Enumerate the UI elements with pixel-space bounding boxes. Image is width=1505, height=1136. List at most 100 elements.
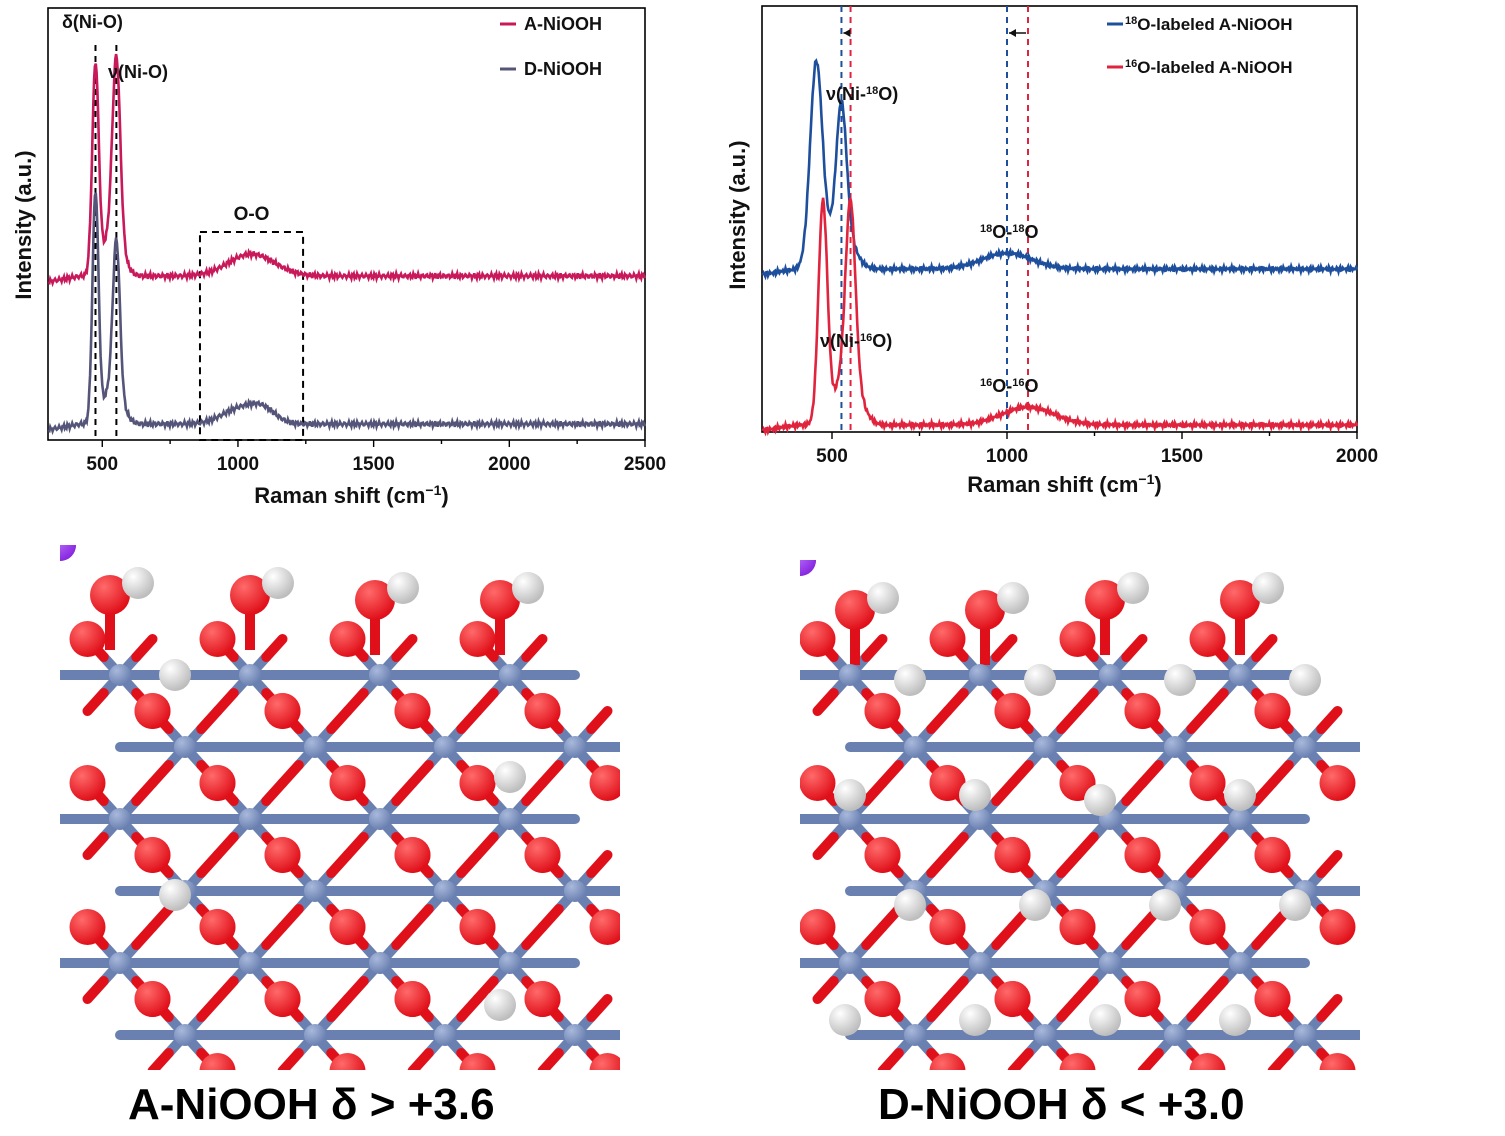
ni-o-bond	[812, 976, 839, 1004]
hydrogen-atom	[1219, 1004, 1251, 1036]
nickel-atom	[1294, 1024, 1316, 1046]
nickel-atom	[109, 952, 131, 974]
ni-o-bond	[537, 1048, 564, 1070]
x-tick-label: 2000	[1336, 446, 1378, 467]
plot-frame	[761, 5, 1358, 433]
series-line-d-niooh	[47, 192, 646, 436]
ni-o-bond	[1316, 994, 1343, 1022]
hydrogen-atom	[122, 567, 154, 599]
nickel-atom	[499, 808, 521, 830]
atom-layer	[60, 545, 620, 1070]
hydrogen-atom	[262, 567, 294, 599]
nickel-atom	[969, 664, 991, 686]
nickel-atom	[839, 808, 861, 830]
hydrogen-atom	[159, 879, 191, 911]
ni-o-bond	[261, 778, 288, 806]
nickel-atom	[369, 808, 391, 830]
hydrogen-atom	[834, 779, 866, 811]
ni-o-bond	[1186, 850, 1213, 878]
ni-o-bond	[926, 994, 953, 1022]
oxygen-atom	[394, 837, 431, 873]
oxygen-atom	[589, 765, 620, 801]
oxygen-atom	[800, 765, 836, 801]
legend-entry: A-NiOOH	[524, 14, 602, 34]
atom-layer	[800, 560, 1356, 1070]
oxygen-atom	[1189, 621, 1226, 657]
hydrogen-atom	[387, 572, 419, 604]
a-niooh-label: A-NiOOH δ > +3.6	[128, 1080, 495, 1129]
hydrogen-atom	[484, 989, 516, 1021]
x-tick-label: 1500	[352, 454, 394, 475]
oxygen-atom	[1059, 1053, 1096, 1070]
oxygen-atom	[1319, 909, 1356, 945]
x-tick-label: 500	[816, 446, 848, 467]
ni-o-bond	[456, 994, 483, 1022]
oxygen-atom	[1319, 1053, 1356, 1070]
shift-arrowhead	[843, 29, 851, 37]
hydrogen-atom	[1289, 664, 1321, 696]
series-line-o16	[761, 197, 1359, 437]
x-tick-label: 2500	[624, 454, 666, 475]
hydrogen-atom	[159, 659, 191, 691]
series-line-a-niooh	[47, 53, 646, 288]
hydrogen-atom	[959, 1004, 991, 1036]
nickel-atom	[369, 952, 391, 974]
oxygen-atom	[589, 1053, 620, 1070]
ni-o-bond	[196, 706, 223, 734]
ni-o-bond	[991, 634, 1018, 662]
oxygen-atom	[394, 981, 431, 1017]
ni-o-bond	[1186, 706, 1213, 734]
ni-o-bond	[261, 634, 288, 662]
legend-entry: 16O-labeled A-NiOOH	[1125, 58, 1292, 77]
nickel-atom	[239, 952, 261, 974]
o18-o18-annotation: 18O-18O	[980, 222, 1039, 242]
nu-ni-16o-annotation: ν(Ni-16O)	[820, 331, 892, 351]
ni-o-bond	[1121, 778, 1148, 806]
nickel-atom	[369, 664, 391, 686]
oxygen-atom	[965, 590, 1005, 630]
oxygen-atom	[329, 621, 366, 657]
nickel-atom	[434, 880, 456, 902]
ni-o-bond	[1056, 994, 1083, 1022]
oxygen-atom	[524, 693, 561, 729]
o16-o16-annotation: 16O-16O	[980, 376, 1039, 396]
ni-o-bond	[391, 634, 418, 662]
ni-o-bond	[1137, 1048, 1164, 1070]
hydrogen-atom	[1024, 664, 1056, 696]
oxygen-atom	[69, 621, 106, 657]
oxygen-atom	[929, 909, 966, 945]
oxygen-atom	[835, 590, 875, 630]
ni-o-bond	[1056, 850, 1083, 878]
adsorbate-atom	[60, 545, 76, 561]
ni-o-bond	[812, 832, 839, 860]
hydrogen-atom	[1224, 779, 1256, 811]
oxygen-atom	[134, 693, 171, 729]
oxygen-atom	[134, 837, 171, 873]
nickel-atom	[304, 736, 326, 758]
nickel-atom	[564, 736, 586, 758]
oxygen-atom	[1059, 621, 1096, 657]
a-niooh-structure	[60, 545, 620, 1070]
ni-o-bond	[456, 706, 483, 734]
nickel-atom	[109, 808, 131, 830]
oxygen-atom	[329, 765, 366, 801]
ni-o-bond	[1007, 1048, 1034, 1070]
oxygen-atom	[1254, 981, 1291, 1017]
ni-o-bond	[861, 778, 888, 806]
nickel-atom	[1034, 736, 1056, 758]
hydrogen-atom	[1089, 1004, 1121, 1036]
oxygen-atom	[199, 765, 236, 801]
nickel-atom	[839, 664, 861, 686]
ni-o-bond	[1121, 634, 1148, 662]
oxygen-atom	[230, 575, 270, 615]
ni-o-bond	[407, 1048, 434, 1070]
nickel-atom	[239, 664, 261, 686]
nickel-atom	[239, 808, 261, 830]
ni-o-bond	[521, 922, 548, 950]
ni-o-bond	[1316, 850, 1343, 878]
ni-o-bond	[326, 706, 353, 734]
oxygen-atom	[394, 693, 431, 729]
x-tick-label: 1000	[217, 454, 259, 475]
nickel-atom	[434, 736, 456, 758]
ni-o-bond	[1186, 994, 1213, 1022]
